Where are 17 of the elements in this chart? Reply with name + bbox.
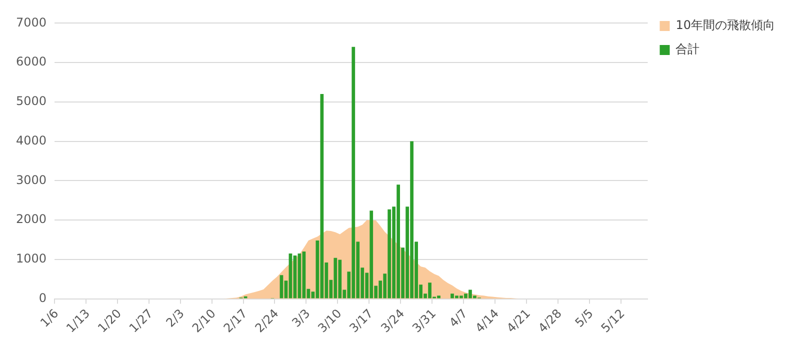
y-tick-label: 4000 bbox=[16, 133, 47, 148]
x-tick-label: 5/5 bbox=[572, 306, 596, 330]
x-tick-label: 4/7 bbox=[446, 306, 470, 330]
x-tick-label: 3/3 bbox=[289, 306, 313, 330]
y-tick-label: 6000 bbox=[16, 54, 47, 69]
x-tick-label: 1/6 bbox=[38, 306, 62, 330]
y-tick-label: 5000 bbox=[16, 94, 47, 108]
y-tick-label: 1000 bbox=[16, 252, 47, 266]
legend-label: 10年間の飛散傾向 bbox=[676, 18, 776, 32]
y-tick-label: 3000 bbox=[16, 172, 47, 187]
bar bbox=[280, 275, 284, 298]
y-tick-label: 0 bbox=[38, 290, 47, 305]
y-tick-label: 2000 bbox=[16, 212, 47, 226]
y-tick-label: 7000 bbox=[16, 15, 47, 30]
legend-label: 合計 bbox=[676, 42, 700, 56]
bar bbox=[302, 252, 306, 298]
x-tick-label: 2/3 bbox=[163, 306, 187, 330]
